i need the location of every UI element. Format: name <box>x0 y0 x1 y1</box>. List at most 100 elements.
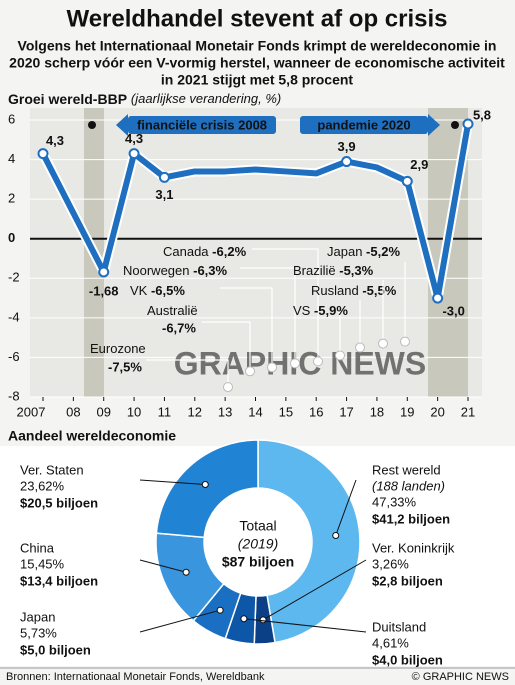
data-label: 3,1 <box>155 187 173 202</box>
credit: © GRAPHIC NEWS <box>412 671 509 683</box>
category-label: Japan <box>20 609 55 624</box>
country-value: -5,3% <box>339 263 373 278</box>
leader-line <box>335 479 357 536</box>
chart-subtitle: (jaarlijkse verandering, %) <box>131 91 281 106</box>
leader-line <box>240 267 296 364</box>
country-name: Rusland <box>311 283 359 298</box>
forecast-label: Brazilië -5,3% <box>293 263 374 278</box>
title: Wereldhandel stevent af op crisis <box>66 5 447 32</box>
source: Bronnen: Internationaal Monetair Fonds, … <box>6 671 265 683</box>
x-tick-label: 11 <box>158 404 172 419</box>
point <box>462 118 474 130</box>
country-name: VS <box>293 303 311 318</box>
forecast-dot <box>400 336 410 347</box>
band-dot <box>88 121 96 129</box>
forecast-dot <box>290 358 300 369</box>
category-label: Rest wereld <box>372 462 441 477</box>
leader-dot <box>216 606 224 614</box>
x-tick-label: 08 <box>66 404 80 419</box>
country-name: Brazilië <box>293 263 336 278</box>
country-value: -6,7% <box>162 320 196 335</box>
x-tick-label: 19 <box>400 404 414 419</box>
category-note: (188 landen) <box>372 478 445 493</box>
x-tick-label: 20 <box>430 404 444 419</box>
slice <box>257 439 361 644</box>
leader-dot <box>332 531 340 539</box>
country-value: -6,5% <box>151 283 185 298</box>
y-tick-label: -8 <box>8 388 20 403</box>
center-label: $87 biljoen <box>222 554 294 570</box>
leader-line <box>252 248 319 362</box>
forecast-dot <box>335 350 345 361</box>
country-value: -6,3% <box>193 263 227 278</box>
y-tick-label: 6 <box>8 111 15 126</box>
watermark: GRAPHIC NEWS <box>174 345 426 381</box>
leader-dot <box>259 616 267 624</box>
data-label: 4,3 <box>125 131 143 146</box>
leader-line <box>262 559 367 621</box>
chart-title: Groei wereld-BBP <box>8 91 127 107</box>
percent-label: 15,45% <box>20 556 65 571</box>
country-name: Japan <box>327 244 362 259</box>
point <box>158 171 170 183</box>
annotation-box <box>128 116 276 134</box>
x-tick-label: 10 <box>127 404 141 419</box>
forecast-dot <box>223 382 233 393</box>
data-label: 3,9 <box>338 139 356 154</box>
amount-label: $20,5 biljoen <box>20 495 98 510</box>
leader-line <box>202 321 251 372</box>
forecast-dot <box>245 366 255 377</box>
forecast-label: Japan -5,2% <box>327 244 400 259</box>
data-label: 4,3 <box>46 133 64 148</box>
data-label: -1,68 <box>89 283 119 298</box>
y-tick-label: -4 <box>8 309 20 324</box>
point <box>341 156 353 168</box>
amount-label: $5,0 biljoen <box>20 642 91 657</box>
forecast-label: Eurozone <box>90 341 146 356</box>
data-label: -3,0 <box>442 304 464 319</box>
leader-line <box>139 559 187 573</box>
annotation: financiële crisis 2008 <box>137 117 267 132</box>
x-tick-label: 17 <box>339 404 353 419</box>
y-tick-label: 4 <box>8 151 15 166</box>
forecast-dot <box>267 362 277 373</box>
leader-line <box>243 618 367 633</box>
forecast-label: VK -6,5% <box>130 283 185 298</box>
leader-dot <box>240 615 248 623</box>
leader-dot <box>182 568 190 576</box>
point <box>128 148 140 160</box>
forecast-label: VS -5,9% <box>293 303 348 318</box>
country-value: -5,2% <box>366 244 400 259</box>
subtitle: 2020 scherp vóór een V-vormig herstel, w… <box>9 55 505 71</box>
percent-label: 23,62% <box>20 478 65 493</box>
center-label: (2019) <box>238 536 278 552</box>
annotation-box <box>300 116 428 134</box>
x-tick-label: 16 <box>309 404 323 419</box>
y-tick-label: 2 <box>8 191 15 206</box>
country-name: Canada <box>163 244 209 259</box>
y-tick-label: -6 <box>8 349 20 364</box>
amount-label: $13,4 biljoen <box>20 573 98 588</box>
category-label: China <box>20 540 55 555</box>
country-name: Noorwegen <box>123 263 190 278</box>
forecast-label: Australië <box>147 303 198 318</box>
forecast-dot <box>355 342 365 353</box>
country-value: -6,2% <box>212 244 246 259</box>
y-tick-label: -2 <box>8 270 20 285</box>
leader-line <box>146 359 229 388</box>
slice <box>155 439 259 539</box>
x-tick-label: 09 <box>96 404 110 419</box>
percent-label: 5,73% <box>20 625 57 640</box>
country-value: -7,5% <box>108 359 142 374</box>
country-value: -5,9% <box>314 303 348 318</box>
percent-label: 4,61% <box>372 635 409 650</box>
annotation-arrow <box>428 114 440 136</box>
forecast-dot <box>313 356 323 367</box>
x-tick-label: 18 <box>370 404 384 419</box>
x-tick-label: 2007 <box>17 404 46 419</box>
annotation: pandemie 2020 <box>317 117 410 132</box>
amount-label: $2,8 biljoen <box>372 573 443 588</box>
point <box>432 292 444 304</box>
x-tick-label: 13 <box>218 404 232 419</box>
